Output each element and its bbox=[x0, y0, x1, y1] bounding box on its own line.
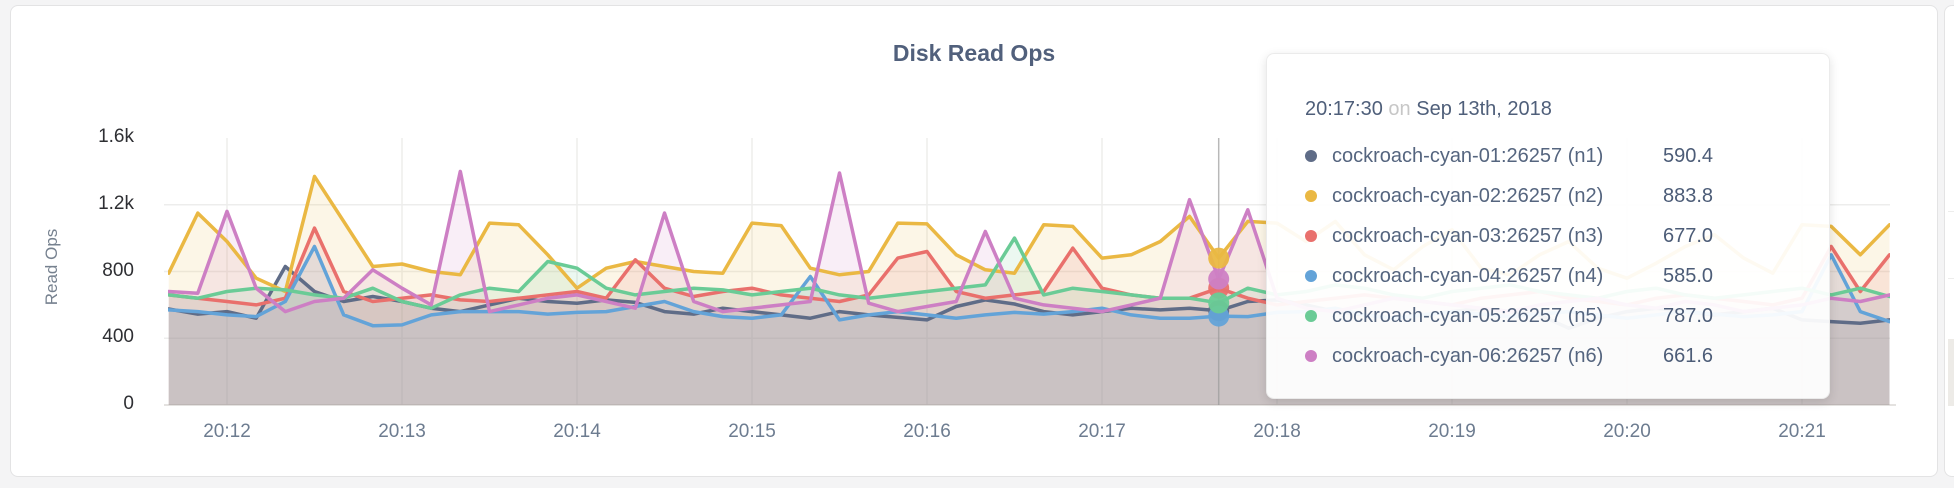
tooltip-series-value: 590.4 bbox=[1663, 144, 1714, 167]
series-color-dot bbox=[1305, 270, 1317, 282]
series-color-dot bbox=[1305, 150, 1317, 162]
tooltip-date: Sep 13th, 2018 bbox=[1416, 98, 1552, 120]
x-axis-tick: 20:16 bbox=[903, 421, 951, 442]
series-color-dot bbox=[1305, 350, 1317, 362]
y-axis-tick: 1.6k bbox=[98, 126, 134, 147]
tooltip-series-row: cockroach-cyan-04:26257 (n4) 585.0 bbox=[1305, 256, 1791, 296]
hover-point-n5 bbox=[1208, 292, 1230, 314]
tooltip-series-value: 787.0 bbox=[1663, 304, 1714, 327]
adjacent-chart-card bbox=[1944, 5, 1954, 477]
y-axis-label: Read Ops bbox=[42, 228, 61, 306]
adjacent-gridline bbox=[1948, 278, 1954, 279]
hover-tooltip: 20:17:30 on Sep 13th, 2018 cockroach-cya… bbox=[1266, 53, 1830, 399]
series-color-dot bbox=[1305, 230, 1317, 242]
tooltip-series-value: 661.6 bbox=[1663, 344, 1714, 367]
x-axis-tick: 20:18 bbox=[1253, 421, 1301, 442]
tooltip-series-name: cockroach-cyan-02:26257 (n2) bbox=[1332, 184, 1604, 207]
tooltip-series-value: 883.8 bbox=[1663, 184, 1714, 207]
y-axis-tick: 1.2k bbox=[98, 192, 134, 214]
y-axis-tick: 800 bbox=[102, 259, 134, 281]
x-axis-tick: 20:21 bbox=[1778, 421, 1826, 442]
x-axis-tick: 20:17 bbox=[1078, 421, 1126, 442]
tooltip-series-row: cockroach-cyan-06:26257 (n6) 661.6 bbox=[1305, 336, 1791, 376]
tooltip-header: 20:17:30 on Sep 13th, 2018 bbox=[1305, 96, 1791, 122]
tooltip-series-row: cockroach-cyan-01:26257 (n1) 590.4 bbox=[1305, 136, 1791, 176]
tooltip-series-row: cockroach-cyan-02:26257 (n2) 883.8 bbox=[1305, 176, 1791, 216]
hover-point-n6 bbox=[1208, 268, 1230, 290]
x-axis-tick: 20:19 bbox=[1428, 421, 1476, 442]
tooltip-on-word: on bbox=[1388, 98, 1411, 120]
series-color-dot bbox=[1305, 310, 1317, 322]
tooltip-series-row: cockroach-cyan-05:26257 (n5) 787.0 bbox=[1305, 296, 1791, 336]
tooltip-series-name: cockroach-cyan-05:26257 (n5) bbox=[1332, 304, 1604, 327]
y-axis-tick: 0 bbox=[123, 393, 134, 414]
x-axis-tick: 20:15 bbox=[728, 421, 776, 442]
x-axis-tick: 20:14 bbox=[553, 421, 601, 442]
hover-point-n2 bbox=[1208, 247, 1230, 269]
tooltip-series-row: cockroach-cyan-03:26257 (n3) 677.0 bbox=[1305, 216, 1791, 256]
tooltip-series-name: cockroach-cyan-01:26257 (n1) bbox=[1332, 144, 1604, 167]
y-axis-tick: 400 bbox=[102, 326, 134, 348]
tooltip-series-list: cockroach-cyan-01:26257 (n1) 590.4 cockroa… bbox=[1305, 136, 1791, 376]
tooltip-time: 20:17:30 bbox=[1305, 98, 1383, 120]
x-axis-tick: 20:13 bbox=[378, 421, 426, 442]
chart-title: Disk Read Ops bbox=[892, 40, 1056, 66]
x-axis-tick: 20:20 bbox=[1603, 421, 1651, 442]
tooltip-series-name: cockroach-cyan-03:26257 (n3) bbox=[1332, 224, 1604, 247]
tooltip-series-value: 585.0 bbox=[1663, 264, 1714, 287]
x-axis-tick: 20:12 bbox=[203, 421, 251, 442]
tooltip-series-value: 677.0 bbox=[1663, 224, 1714, 247]
tooltip-series-name: cockroach-cyan-06:26257 (n6) bbox=[1332, 344, 1604, 367]
adjacent-gridline bbox=[1948, 211, 1954, 212]
series-color-dot bbox=[1305, 190, 1317, 202]
tooltip-series-name: cockroach-cyan-04:26257 (n4) bbox=[1332, 264, 1604, 287]
adjacent-area-fill bbox=[1948, 339, 1954, 406]
